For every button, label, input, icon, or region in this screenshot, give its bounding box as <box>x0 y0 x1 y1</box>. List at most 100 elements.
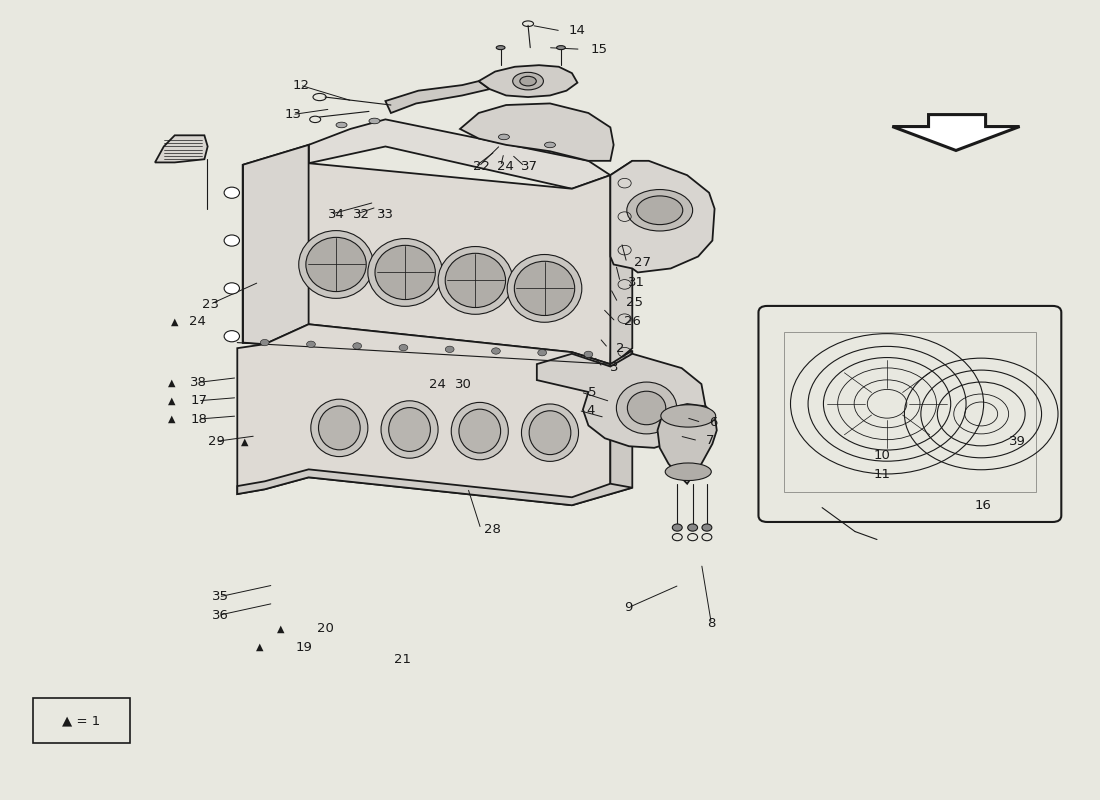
Circle shape <box>446 346 454 353</box>
Text: 11: 11 <box>873 468 891 481</box>
Ellipse shape <box>529 410 571 454</box>
Ellipse shape <box>616 382 676 434</box>
Circle shape <box>492 348 500 354</box>
Text: ▲: ▲ <box>277 624 285 634</box>
Ellipse shape <box>299 230 373 298</box>
Polygon shape <box>610 350 632 494</box>
Text: 34: 34 <box>329 208 345 221</box>
Text: 24: 24 <box>189 315 206 328</box>
Circle shape <box>307 341 316 347</box>
Text: 28: 28 <box>484 522 500 536</box>
Ellipse shape <box>627 391 666 425</box>
Text: 38: 38 <box>190 376 207 389</box>
Polygon shape <box>309 119 610 189</box>
Ellipse shape <box>438 246 513 314</box>
Ellipse shape <box>459 409 500 453</box>
Text: 22: 22 <box>473 160 491 173</box>
Ellipse shape <box>381 401 438 458</box>
Text: 25: 25 <box>626 296 642 310</box>
Text: 5: 5 <box>588 386 597 398</box>
Ellipse shape <box>637 196 683 225</box>
Ellipse shape <box>368 118 379 124</box>
Polygon shape <box>537 354 706 448</box>
Ellipse shape <box>521 404 579 462</box>
Polygon shape <box>460 103 614 161</box>
Text: 32: 32 <box>352 208 370 221</box>
Polygon shape <box>238 324 611 506</box>
Polygon shape <box>892 114 1020 150</box>
Ellipse shape <box>672 524 682 531</box>
Circle shape <box>224 330 240 342</box>
Ellipse shape <box>544 142 556 148</box>
Circle shape <box>224 235 240 246</box>
Text: 21: 21 <box>394 653 411 666</box>
Text: ▲: ▲ <box>167 378 175 387</box>
Text: 3: 3 <box>610 361 619 374</box>
Text: 6: 6 <box>710 416 717 429</box>
Polygon shape <box>385 81 490 113</box>
Text: ▲: ▲ <box>241 437 249 446</box>
Ellipse shape <box>666 463 712 481</box>
Text: 29: 29 <box>208 435 224 448</box>
Ellipse shape <box>306 238 366 291</box>
Text: 4: 4 <box>586 404 595 417</box>
Text: 24: 24 <box>497 160 514 173</box>
Text: 20: 20 <box>318 622 334 635</box>
Text: 12: 12 <box>293 78 309 91</box>
Text: 18: 18 <box>190 413 207 426</box>
Ellipse shape <box>496 46 505 50</box>
Ellipse shape <box>661 405 716 427</box>
Ellipse shape <box>869 465 878 471</box>
Text: 35: 35 <box>212 590 229 603</box>
Polygon shape <box>610 161 632 364</box>
Text: 36: 36 <box>212 609 229 622</box>
Ellipse shape <box>451 402 508 460</box>
Text: 16: 16 <box>975 498 991 512</box>
Circle shape <box>353 342 362 349</box>
Polygon shape <box>155 135 208 162</box>
Polygon shape <box>610 161 715 273</box>
Circle shape <box>224 283 240 294</box>
Text: ▲: ▲ <box>167 396 175 406</box>
Circle shape <box>584 351 593 358</box>
Text: 7: 7 <box>706 434 714 447</box>
Text: 30: 30 <box>454 378 472 390</box>
Text: 17: 17 <box>190 394 207 407</box>
Ellipse shape <box>311 399 367 457</box>
Text: ▲: ▲ <box>167 414 175 424</box>
Ellipse shape <box>688 524 697 531</box>
Text: 24: 24 <box>429 378 447 390</box>
Text: 19: 19 <box>296 641 312 654</box>
Text: 10: 10 <box>873 450 891 462</box>
Text: 33: 33 <box>376 208 394 221</box>
Circle shape <box>224 187 240 198</box>
Ellipse shape <box>446 254 506 307</box>
Ellipse shape <box>837 441 868 463</box>
Text: 39: 39 <box>1009 435 1025 448</box>
Text: 31: 31 <box>628 275 645 289</box>
Ellipse shape <box>336 122 346 128</box>
Text: 8: 8 <box>707 617 715 630</box>
Ellipse shape <box>513 72 543 90</box>
Circle shape <box>261 339 270 346</box>
Ellipse shape <box>507 254 582 322</box>
Ellipse shape <box>627 190 693 231</box>
Ellipse shape <box>375 246 436 299</box>
Ellipse shape <box>557 46 565 50</box>
Ellipse shape <box>388 407 430 451</box>
Text: 37: 37 <box>521 160 539 173</box>
Circle shape <box>399 345 408 351</box>
Text: 26: 26 <box>624 315 640 328</box>
Polygon shape <box>243 145 614 364</box>
Ellipse shape <box>520 76 537 86</box>
Ellipse shape <box>702 524 712 531</box>
Text: 14: 14 <box>569 24 585 38</box>
Ellipse shape <box>319 406 360 450</box>
Text: 13: 13 <box>285 108 301 121</box>
Polygon shape <box>238 470 632 506</box>
Text: 9: 9 <box>625 601 632 614</box>
Text: 15: 15 <box>591 42 607 56</box>
Polygon shape <box>478 65 578 97</box>
Circle shape <box>538 350 547 356</box>
Polygon shape <box>243 145 309 344</box>
